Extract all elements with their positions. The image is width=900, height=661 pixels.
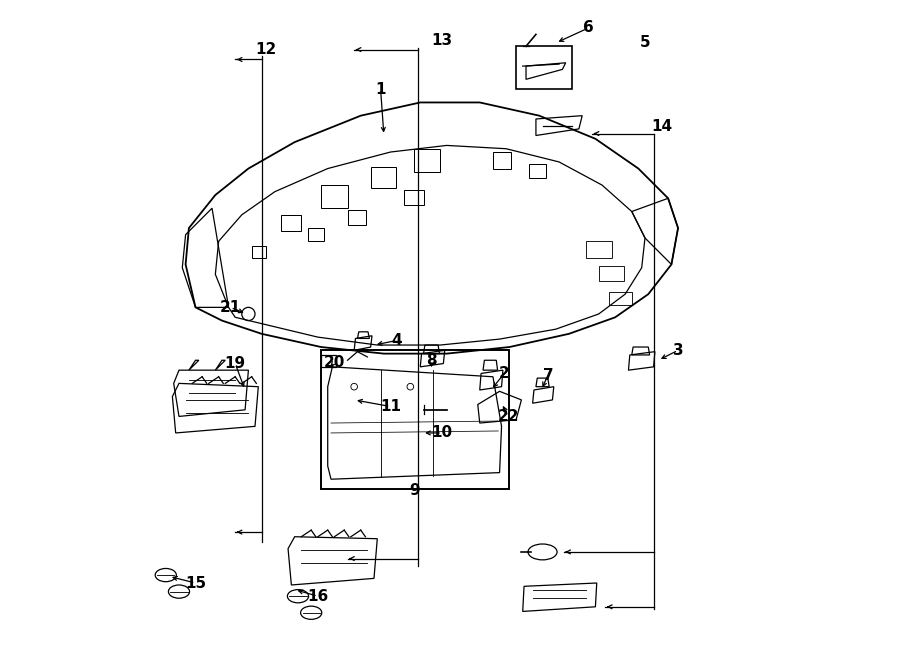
Text: 22: 22: [498, 409, 519, 424]
Text: 11: 11: [380, 399, 401, 414]
Text: 9: 9: [410, 483, 420, 498]
Bar: [252, 246, 266, 258]
Bar: [598, 266, 624, 281]
Text: 16: 16: [307, 589, 328, 603]
Bar: [404, 190, 424, 205]
Text: 10: 10: [431, 426, 453, 440]
Bar: [347, 210, 366, 225]
Bar: [321, 355, 336, 367]
Text: 6: 6: [583, 20, 594, 35]
Bar: [586, 241, 612, 258]
Text: 7: 7: [543, 368, 553, 383]
Text: 15: 15: [185, 576, 206, 590]
Text: 14: 14: [651, 120, 672, 134]
Bar: [608, 292, 632, 305]
Bar: [321, 350, 509, 489]
Text: 12: 12: [256, 42, 277, 57]
Text: 21: 21: [220, 300, 241, 315]
Text: 8: 8: [427, 353, 436, 368]
Text: 20: 20: [324, 355, 345, 369]
Bar: [321, 185, 347, 208]
Text: 3: 3: [672, 343, 683, 358]
Bar: [516, 46, 572, 89]
Bar: [493, 152, 511, 169]
Bar: [308, 228, 324, 241]
Bar: [282, 215, 302, 231]
Bar: [414, 149, 440, 172]
Bar: [529, 164, 545, 178]
Text: 13: 13: [431, 34, 453, 48]
Text: 19: 19: [225, 356, 246, 371]
Bar: [371, 167, 396, 188]
Text: 5: 5: [640, 36, 651, 50]
Text: 1: 1: [375, 82, 386, 97]
Text: 2: 2: [499, 366, 509, 381]
Text: 4: 4: [392, 333, 402, 348]
